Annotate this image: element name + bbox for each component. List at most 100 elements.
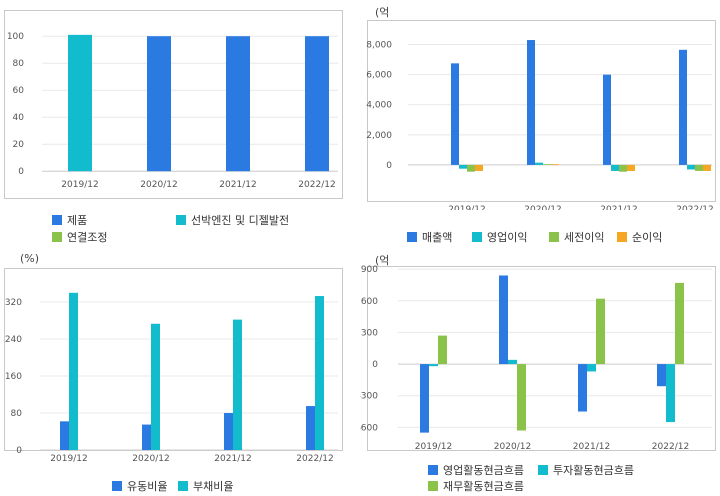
bar-income-s3-c0[interactable]	[475, 164, 483, 171]
legend-swatch	[549, 232, 559, 242]
y-tick-label: 80	[11, 409, 23, 419]
legend-item-marine-engine[interactable]: 선박엔진 및 디젤발전	[176, 212, 289, 228]
bar-product-s0-c2[interactable]	[226, 36, 250, 172]
bar-ratio-s0-c2[interactable]	[224, 413, 233, 450]
legend-item-pretax-income[interactable]: 세전이익	[549, 229, 604, 245]
income-chart: 0 2,000 4,000 6,000 8,000 2019/12 2020/12 2021/…	[366, 40, 714, 210]
x-tick-label: 2020/12	[140, 180, 177, 190]
legend-label: 영업활동현금흐름	[443, 464, 524, 477]
x-tick-label: 2022/12	[652, 442, 689, 452]
bar-cashflow-s0-c1[interactable]	[499, 275, 508, 365]
x-tick-label: 2021/12	[573, 442, 610, 452]
bar-income-s1-c1[interactable]	[535, 162, 543, 165]
legend-label: 매출액	[422, 231, 453, 244]
bar-income-s2-c2[interactable]	[619, 164, 627, 172]
bar-income-s3-c2[interactable]	[627, 164, 635, 171]
legend-item-investing-cf[interactable]: 투자활동현금흐름	[538, 462, 634, 478]
legend-swatch	[428, 465, 438, 475]
legend-swatch	[407, 232, 417, 242]
x-tick-label: 2021/12	[219, 180, 256, 190]
legend-item-current-ratio[interactable]: 유동비율	[112, 478, 167, 494]
legend-item-revenue[interactable]: 매출액	[407, 229, 452, 245]
bar-ratio-s1-c3[interactable]	[315, 296, 324, 450]
legend-label: 재무활동현금흐름	[443, 480, 524, 493]
x-tick-label: 2019/12	[50, 454, 87, 464]
legend-label: 제품	[67, 214, 88, 227]
legend-label: 세전이익	[564, 231, 605, 244]
y-tick-label: 240	[5, 335, 22, 345]
bar-cashflow-s2-c2[interactable]	[596, 298, 605, 365]
bar-income-s3-c1[interactable]	[551, 164, 559, 165]
bar-cashflow-s2-c3[interactable]	[675, 282, 684, 365]
y-tick-label: 900	[361, 265, 378, 275]
y-tick-label: 160	[5, 372, 22, 382]
y-tick-label: 60	[13, 86, 25, 96]
x-tick-label: 2020/12	[494, 442, 531, 452]
bar-income-s1-c0[interactable]	[459, 164, 467, 169]
legend-item-consolidation[interactable]: 연결조정	[52, 229, 107, 245]
ratio-unit-label: (%)	[20, 252, 40, 265]
bar-income-s2-c0[interactable]	[467, 164, 475, 172]
bar-ratio-s0-c0[interactable]	[60, 421, 69, 450]
bar-ratio-s1-c2[interactable]	[233, 319, 242, 450]
bar-product-s0-c1[interactable]	[147, 36, 171, 172]
legend-item-financing-cf[interactable]: 재무활동현금흐름	[428, 478, 524, 494]
legend-swatch	[52, 232, 62, 242]
bar-income-s3-c3[interactable]	[703, 164, 711, 171]
bar-ratio-s0-c3[interactable]	[306, 406, 315, 450]
legend-item-operating-cf[interactable]: 영업활동현금흐름	[428, 462, 524, 478]
legend-item-debt-ratio[interactable]: 부채비율	[178, 478, 233, 494]
legend-swatch	[176, 215, 186, 225]
y-tick-label: -600	[360, 423, 378, 433]
bar-income-s0-c0[interactable]	[451, 63, 459, 165]
bar-cashflow-s2-c1[interactable]	[517, 364, 526, 431]
bar-cashflow-s0-c0[interactable]	[420, 364, 429, 433]
bar-income-s0-c2[interactable]	[603, 74, 611, 165]
legend-item-net-income[interactable]: 순이익	[617, 229, 662, 245]
product-chart-frame	[4, 10, 343, 199]
bar-income-s0-c3[interactable]	[679, 49, 687, 165]
bar-ratio-s0-c1[interactable]	[142, 424, 151, 450]
legend-item-product[interactable]: 제품	[52, 212, 87, 228]
bar-cashflow-s2-c0[interactable]	[438, 335, 447, 365]
x-tick-label: 2020/12	[132, 454, 169, 464]
bar-income-s2-c1[interactable]	[543, 164, 551, 165]
bar-ratio-s1-c1[interactable]	[151, 323, 160, 450]
y-tick-label: 2,000	[366, 131, 392, 141]
legend-swatch	[52, 215, 62, 225]
x-tick-label: 2020/12	[524, 205, 561, 210]
bar-income-s1-c3[interactable]	[687, 164, 695, 170]
bar-cashflow-s1-c1[interactable]	[508, 359, 517, 365]
bar-product-s1-c0[interactable]	[68, 34, 92, 172]
legend-label: 영업이익	[487, 231, 528, 244]
bar-income-s1-c2[interactable]	[611, 164, 619, 171]
bar-product-s0-c3[interactable]	[305, 36, 329, 172]
bar-cashflow-s1-c2[interactable]	[587, 364, 596, 372]
bar-cashflow-s0-c2[interactable]	[578, 364, 587, 412]
bar-cashflow-s1-c3[interactable]	[666, 364, 675, 423]
bar-income-s2-c3[interactable]	[695, 164, 703, 171]
bar-income-s0-c1[interactable]	[527, 40, 535, 165]
y-tick-label: 20	[13, 140, 25, 150]
x-tick-label: 2022/12	[676, 205, 713, 210]
legend-item-operating-income[interactable]: 영업이익	[472, 229, 527, 245]
bar-cashflow-s1-c0[interactable]	[429, 364, 438, 367]
x-tick-label: 2021/12	[214, 454, 251, 464]
legend-swatch	[617, 232, 627, 242]
ratio-chart: 0 80 160 240 320 2019/12 2020/12 2021/12 2022/12	[5, 292, 338, 464]
legend-swatch	[538, 465, 548, 475]
product-chart: 0 20 40 60 80 100 2019/12 2020/12 2021/12 2022/12	[7, 32, 338, 190]
y-tick-label: 80	[13, 59, 25, 69]
legend-label: 유동비율	[127, 480, 168, 493]
legend-swatch	[178, 481, 188, 491]
bar-ratio-s1-c0[interactable]	[69, 292, 78, 450]
legend-label: 투자활동현금흐름	[553, 464, 634, 477]
legend-swatch	[428, 481, 438, 491]
y-tick-label: 8,000	[366, 41, 392, 51]
x-tick-label: 2019/12	[415, 442, 452, 452]
y-tick-label: 0	[372, 360, 378, 370]
legend-label: 연결조정	[67, 231, 108, 244]
bar-cashflow-s0-c3[interactable]	[657, 364, 666, 387]
legend-swatch	[472, 232, 482, 242]
y-tick-label: 6,000	[366, 71, 392, 81]
